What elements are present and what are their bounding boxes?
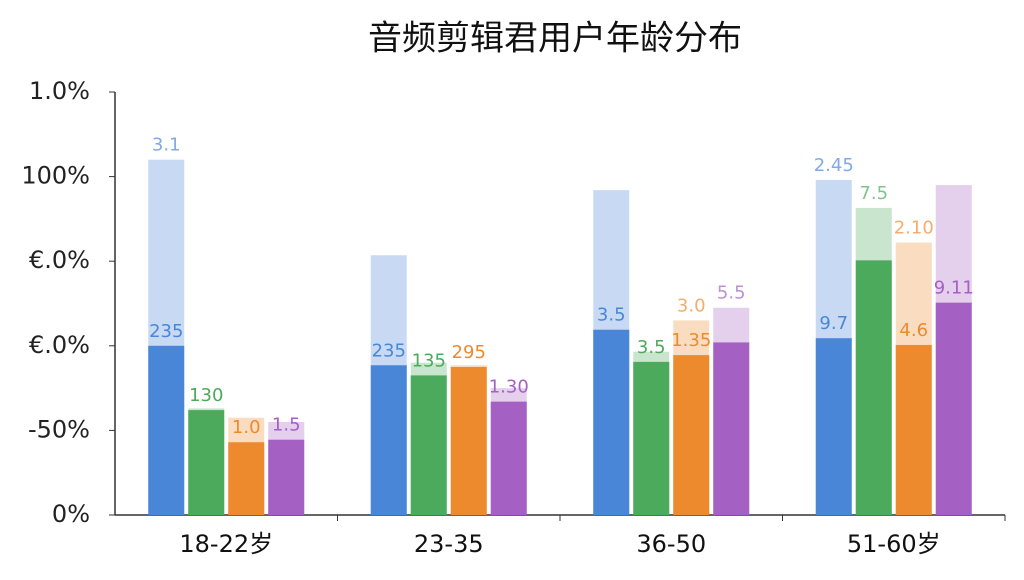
y-tick-label: 1.0%: [29, 77, 90, 105]
bar: [673, 355, 710, 515]
y-tick-label: -50%: [28, 415, 90, 443]
bar: [593, 329, 630, 515]
x-tick-label: 36-50: [636, 530, 706, 558]
bar: [370, 365, 407, 515]
bar: [855, 260, 892, 515]
data-label: 3.0: [677, 295, 706, 316]
bar: [410, 375, 447, 515]
y-tick-label: 100%: [21, 162, 90, 190]
data-label: 3.1: [152, 135, 181, 156]
y-tick-label: 0%: [52, 500, 90, 528]
data-label: 235: [372, 340, 406, 361]
data-label: 7.5: [859, 183, 888, 204]
bar: [633, 361, 670, 515]
x-tick-label: 18-22岁: [179, 530, 273, 558]
x-tick-label: 23-35: [414, 530, 484, 558]
data-label: 5.5: [717, 283, 746, 304]
data-label: 9.11: [934, 278, 974, 299]
bar: [815, 338, 852, 515]
bar: [895, 344, 932, 515]
y-tick-label: €.0%: [29, 331, 90, 359]
data-label: 4.6: [899, 320, 928, 341]
bar: [148, 345, 185, 515]
data-label: 135: [412, 350, 446, 371]
data-label: 130: [189, 385, 223, 406]
data-label: 3.5: [597, 305, 626, 326]
chart-title: 音频剪辑君用户年龄分布: [368, 19, 742, 59]
data-label: 1.0: [232, 417, 261, 438]
data-label: 3.5: [637, 337, 666, 358]
y-tick-label: €.0%: [29, 246, 90, 274]
data-label: 1.5: [272, 415, 301, 436]
data-label: 9.7: [819, 313, 848, 334]
data-label: 1.30: [489, 377, 529, 398]
bar: [935, 302, 972, 515]
bar: [490, 401, 527, 515]
data-label: 295: [452, 342, 486, 363]
bar: [713, 342, 750, 515]
bar: [188, 410, 225, 515]
data-label: 2.10: [894, 218, 934, 239]
bar: [268, 439, 305, 515]
data-label: 2.45: [814, 155, 854, 176]
bar: [450, 366, 487, 515]
data-label: 235: [149, 321, 183, 342]
x-tick-label: 51-60岁: [847, 530, 941, 558]
data-label: 1.35: [671, 330, 711, 351]
bar: [228, 442, 265, 515]
